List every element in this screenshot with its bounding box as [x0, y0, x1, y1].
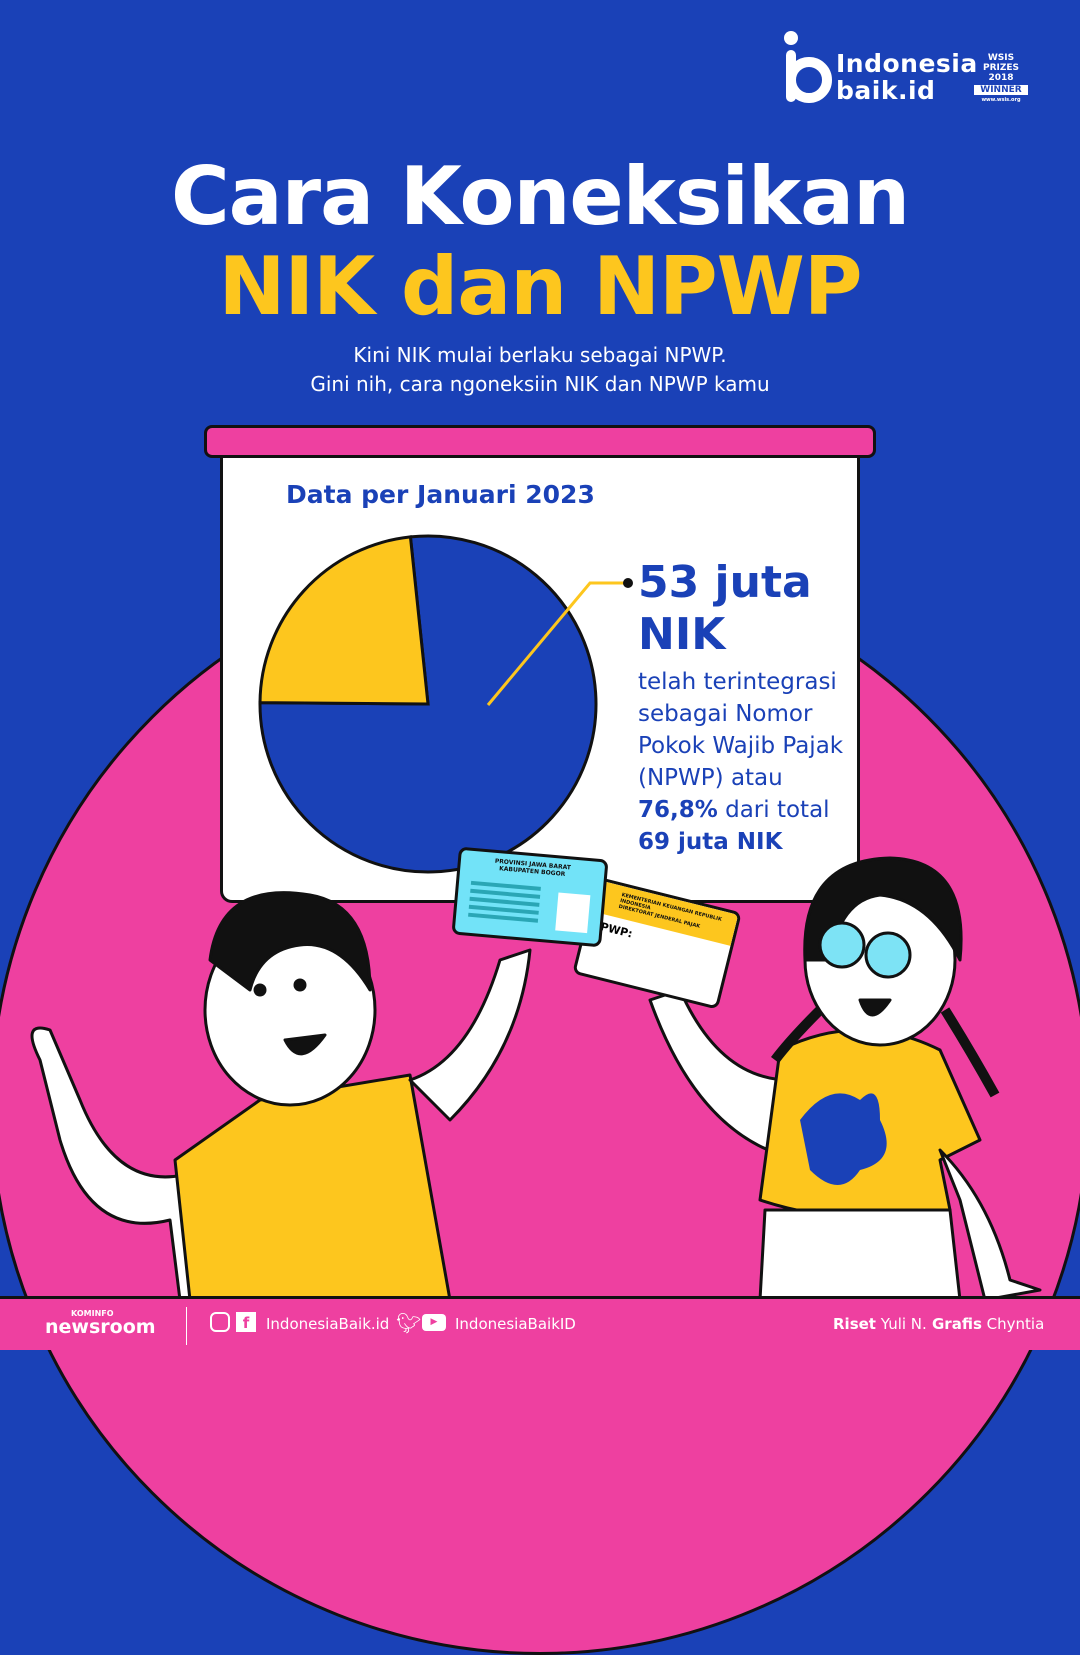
- callout-line: [486, 578, 633, 706]
- logo-text: Indonesia baik.id: [836, 49, 978, 105]
- kominfo-newsroom-logo: KOMINFO newsroom: [45, 1309, 156, 1338]
- whiteboard-rail: [204, 425, 876, 458]
- youtube-icon[interactable]: ▶: [422, 1314, 446, 1331]
- title-line-1: Cara Koneksikan: [170, 150, 910, 243]
- subtitle: Kini NIK mulai berlaku sebagai NPWP. Gini…: [310, 343, 770, 396]
- grafis-name: Chyntia: [986, 1315, 1045, 1333]
- highlight-value: 53 juta NIK: [638, 557, 812, 660]
- ktp-card: PROVINSI JAWA BARAT KABUPATEN BOGOR: [451, 846, 609, 948]
- pie-chart: [258, 534, 598, 874]
- highlight-description: telah terintegrasi sebagai Nomor Pokok Waj…: [638, 669, 844, 855]
- footer: KOMINFO newsroom f IndonesiaBaik.id 🐦︎ ▶ …: [0, 1296, 1080, 1350]
- illustration-people: [30, 856, 1042, 1300]
- pie-slice-2: [258, 535, 430, 706]
- social-handle-twitter-youtube[interactable]: IndonesiaBaikID: [455, 1315, 576, 1333]
- wsis-award-badge: WSIS PRIZES 2018 WINNER www.wsis.org: [968, 45, 1034, 107]
- instagram-icon[interactable]: [210, 1312, 230, 1332]
- social-handle-web[interactable]: IndonesiaBaik.id: [266, 1315, 390, 1333]
- riset-name: Yuli N.: [880, 1315, 927, 1333]
- indonesiabaik-logo-icon: [784, 31, 832, 103]
- facebook-icon[interactable]: f: [236, 1312, 256, 1332]
- riset-label: Riset: [833, 1315, 876, 1333]
- twitter-icon[interactable]: 🐦︎: [396, 1311, 422, 1335]
- grafis-label: Grafis: [932, 1315, 982, 1333]
- title-line-2: NIK dan NPWP: [218, 240, 862, 333]
- date-label: Data per Januari 2023: [286, 480, 595, 509]
